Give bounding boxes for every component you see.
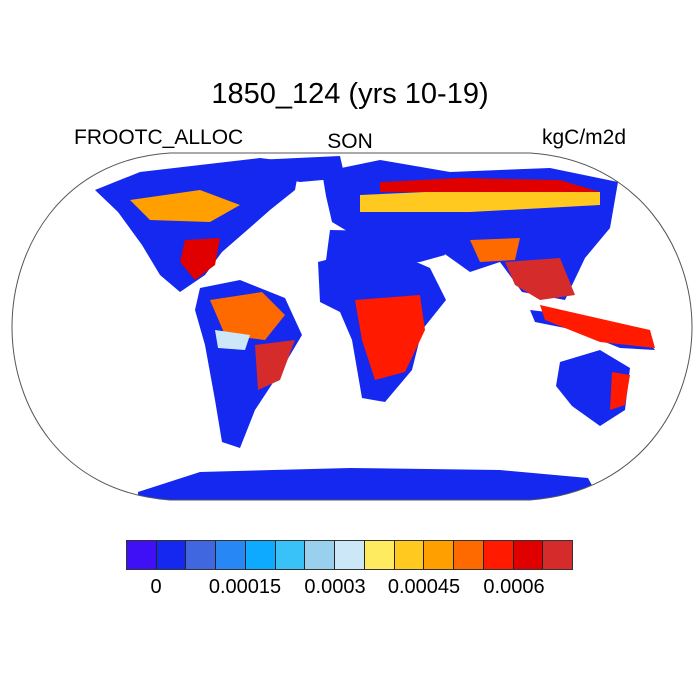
high-value-regions xyxy=(130,178,655,410)
colorbar-box xyxy=(394,541,425,569)
units-label: kgC/m2d xyxy=(541,126,626,149)
plot-title: 1850_124 (yrs 10-19) xyxy=(211,78,489,110)
colorbar-box xyxy=(275,541,306,569)
colorbar-box xyxy=(454,541,484,569)
antarctica xyxy=(138,468,600,500)
colorbar-box xyxy=(424,541,455,569)
colorbar-box xyxy=(186,541,217,569)
colorbar-box xyxy=(513,541,544,569)
colorbar-label: 0.0003 xyxy=(304,576,366,598)
colorbar-box xyxy=(305,541,336,569)
map-border xyxy=(11,152,693,501)
colorbar-label: 0 xyxy=(150,576,162,598)
arctic-islands xyxy=(255,156,345,182)
colorbar-label: 0.00015 xyxy=(208,576,282,598)
colorbar-box xyxy=(156,541,187,569)
season-label: SON xyxy=(327,130,373,153)
colorbar-label: 0.00045 xyxy=(387,576,461,598)
north-america xyxy=(95,158,300,292)
colorbar-box xyxy=(245,541,276,569)
colorbar-box xyxy=(543,541,573,569)
colorbar-box xyxy=(364,541,395,569)
colorbar xyxy=(126,540,573,570)
colorbar-label: 0.0006 xyxy=(483,576,545,598)
colorbar-box xyxy=(127,541,157,569)
variable-label: FROOTC_ALLOC xyxy=(74,126,244,149)
colorbar-box xyxy=(483,541,514,569)
colorbar-box xyxy=(216,541,246,569)
colorbar-box xyxy=(335,541,365,569)
